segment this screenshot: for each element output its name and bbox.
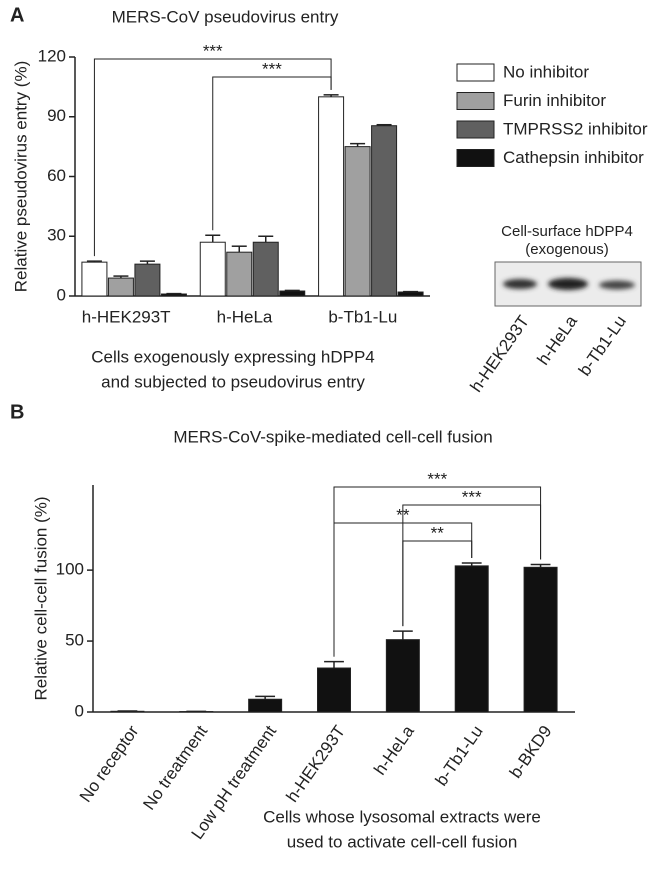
bar [371, 125, 398, 297]
legend-label: TMPRSS2 inhibitor [503, 119, 648, 138]
x-tick-label: b-BKD9 [506, 722, 556, 782]
significance-bracket [333, 486, 542, 657]
legend-label: Cathepsin inhibitor [503, 148, 644, 167]
x-tick-label: No treatment [139, 722, 211, 814]
y-axis-title: Relative pseudovirus entry (%) [11, 61, 30, 292]
x-tick-label: h-HEK293T [82, 307, 171, 326]
bar [454, 565, 489, 713]
chart-title: MERS-CoV pseudovirus entry [112, 7, 339, 26]
bar [318, 96, 345, 297]
bar [523, 566, 558, 713]
panel-label: B [10, 401, 24, 423]
blot-title: (exogenous) [525, 241, 608, 258]
significance-label: *** [203, 41, 223, 60]
significance-bracket [93, 58, 332, 257]
significance-label: *** [262, 59, 282, 78]
significance-bracket [212, 76, 332, 231]
bar [397, 291, 424, 297]
bar [134, 263, 161, 297]
y-tick-label: 0 [57, 285, 66, 304]
legend-label: No inhibitor [503, 62, 589, 81]
x-tick-label: b-Tb1-Lu [328, 307, 397, 326]
significance-label: *** [427, 469, 447, 488]
legend-label: Furin inhibitor [503, 91, 606, 110]
blot-title: Cell-surface hDPP4 [501, 223, 633, 240]
blot-band [548, 278, 588, 290]
y-tick-label: 30 [47, 226, 66, 245]
chart-title: MERS-CoV-spike-mediated cell-cell fusion [173, 427, 492, 446]
y-axis-title: Relative cell-cell fusion (%) [31, 496, 50, 700]
significance-label: ** [396, 505, 410, 524]
x-tick-label: h-HeLa [217, 307, 273, 326]
panel-label: A [10, 4, 24, 26]
x-axis-title: used to activate cell-cell fusion [287, 832, 518, 851]
y-tick-label: 90 [47, 106, 66, 125]
bar [385, 639, 420, 713]
x-tick-label: No receptor [76, 722, 143, 806]
significance-label: *** [462, 487, 482, 506]
blot-band [599, 280, 635, 290]
significance-label: ** [431, 523, 445, 542]
x-axis-title: Cells whose lysosomal extracts were [263, 807, 541, 826]
legend-swatch [456, 92, 495, 110]
legend-swatch [456, 120, 495, 139]
legend-swatch [456, 63, 495, 82]
blot-lane-label: h-HeLa [533, 312, 581, 369]
bar [248, 698, 283, 713]
bar [252, 241, 279, 297]
y-tick-label: 60 [47, 166, 66, 185]
x-tick-label: b-Tb1-Lu [432, 722, 487, 789]
bar [226, 251, 253, 297]
y-tick-label: 120 [38, 46, 66, 65]
legend-swatch [456, 149, 495, 167]
bar [344, 146, 371, 297]
bar [279, 290, 306, 297]
significance-bracket [402, 540, 473, 627]
bar [81, 261, 108, 297]
y-tick-label: 100 [56, 560, 84, 579]
blot-band [503, 279, 537, 289]
bar [317, 667, 351, 713]
y-tick-label: 0 [75, 701, 84, 720]
x-axis-title: and subjected to pseudovirus entry [101, 372, 365, 391]
x-tick-label: h-HEK293T [282, 722, 349, 806]
x-tick-label: h-HeLa [370, 722, 418, 779]
bar [199, 241, 226, 297]
blot-lane-label: b-Tb1-Lu [575, 312, 630, 379]
x-axis-title: Cells exogenously expressing hDPP4 [91, 347, 375, 366]
y-tick-label: 50 [65, 631, 84, 650]
bar [107, 277, 134, 297]
blot-lane-label: h-HEK293T [466, 312, 533, 396]
